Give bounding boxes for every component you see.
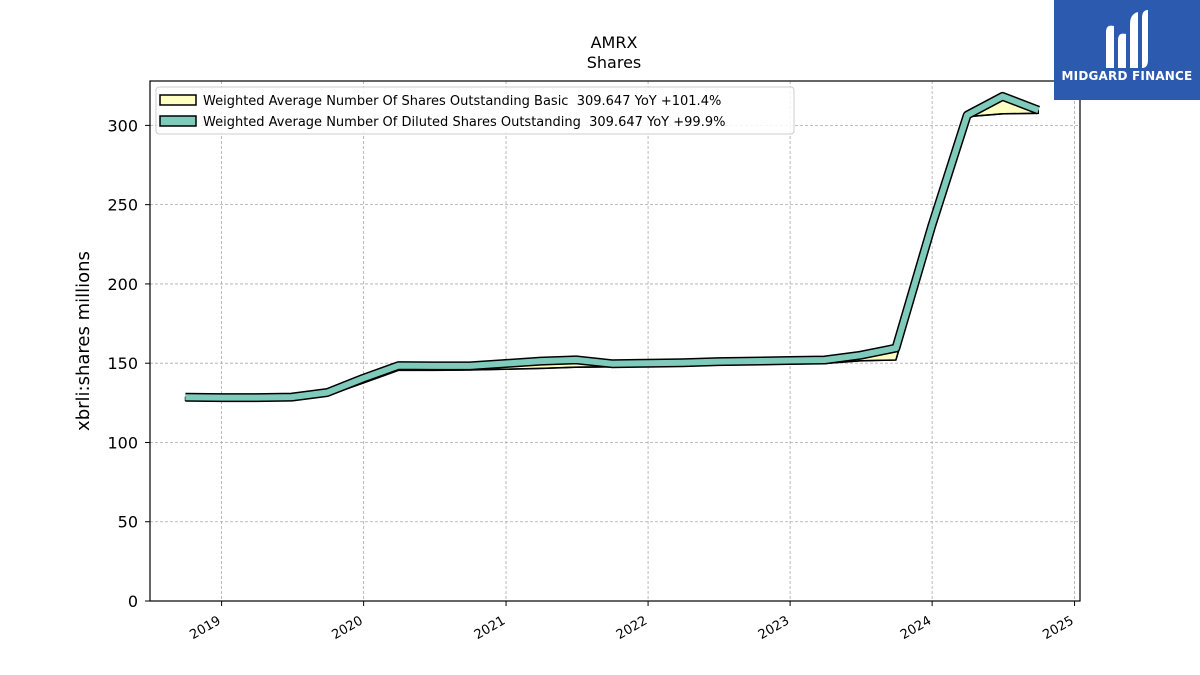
legend-label-diluted: Weighted Average Number Of Diluted Share…: [203, 115, 725, 130]
x-tick-label: 2020: [329, 613, 365, 643]
y-axis-label: xbrli:shares millions: [73, 251, 94, 431]
x-tick-label: 2024: [898, 613, 934, 643]
y-tick-label: 150: [107, 354, 138, 373]
x-tick-label: 2023: [756, 613, 792, 643]
x-tick-label: 2022: [614, 613, 650, 643]
legend-label-basic: Weighted Average Number Of Shares Outsta…: [203, 94, 721, 109]
series-line-basic: [185, 112, 1039, 402]
y-tick-label: 300: [107, 116, 138, 135]
y-axis: 0 50 100 150 200 250 300: [107, 116, 150, 611]
grid: [150, 81, 1080, 602]
x-axis: 2019 2020 2021 2022 2023 2024 2025: [187, 601, 1077, 643]
x-tick-label: 2021: [472, 613, 508, 643]
series-fill-basic: [184, 95, 1040, 402]
series-line-diluted: [185, 93, 1040, 401]
y-tick-label: 250: [107, 196, 138, 215]
brand-logo: MIDGARD FINANCE: [1054, 0, 1200, 100]
y-tick-label: 200: [107, 275, 138, 294]
legend: Weighted Average Number Of Shares Outsta…: [155, 86, 795, 135]
y-tick-label: 100: [107, 433, 138, 452]
plot-frame: [149, 80, 1081, 602]
series-line-diluted-outline: [185, 91, 1041, 403]
series-layer: [184, 91, 1041, 403]
chart-subtitle: Shares: [587, 53, 642, 72]
x-tick-label: 2019: [187, 613, 223, 643]
legend-box: [155, 86, 795, 135]
chart-title: AMRX: [591, 33, 638, 52]
legend-swatch-diluted: [159, 115, 197, 127]
y-tick-label: 0: [128, 592, 138, 611]
y-tick-label: 50: [118, 513, 138, 532]
x-tick-label: 2025: [1040, 613, 1076, 643]
brand-name: MIDGARD FINANCE: [1061, 69, 1193, 83]
legend-swatch-basic: [159, 94, 197, 106]
midgard-logo-icon: [1106, 10, 1148, 69]
